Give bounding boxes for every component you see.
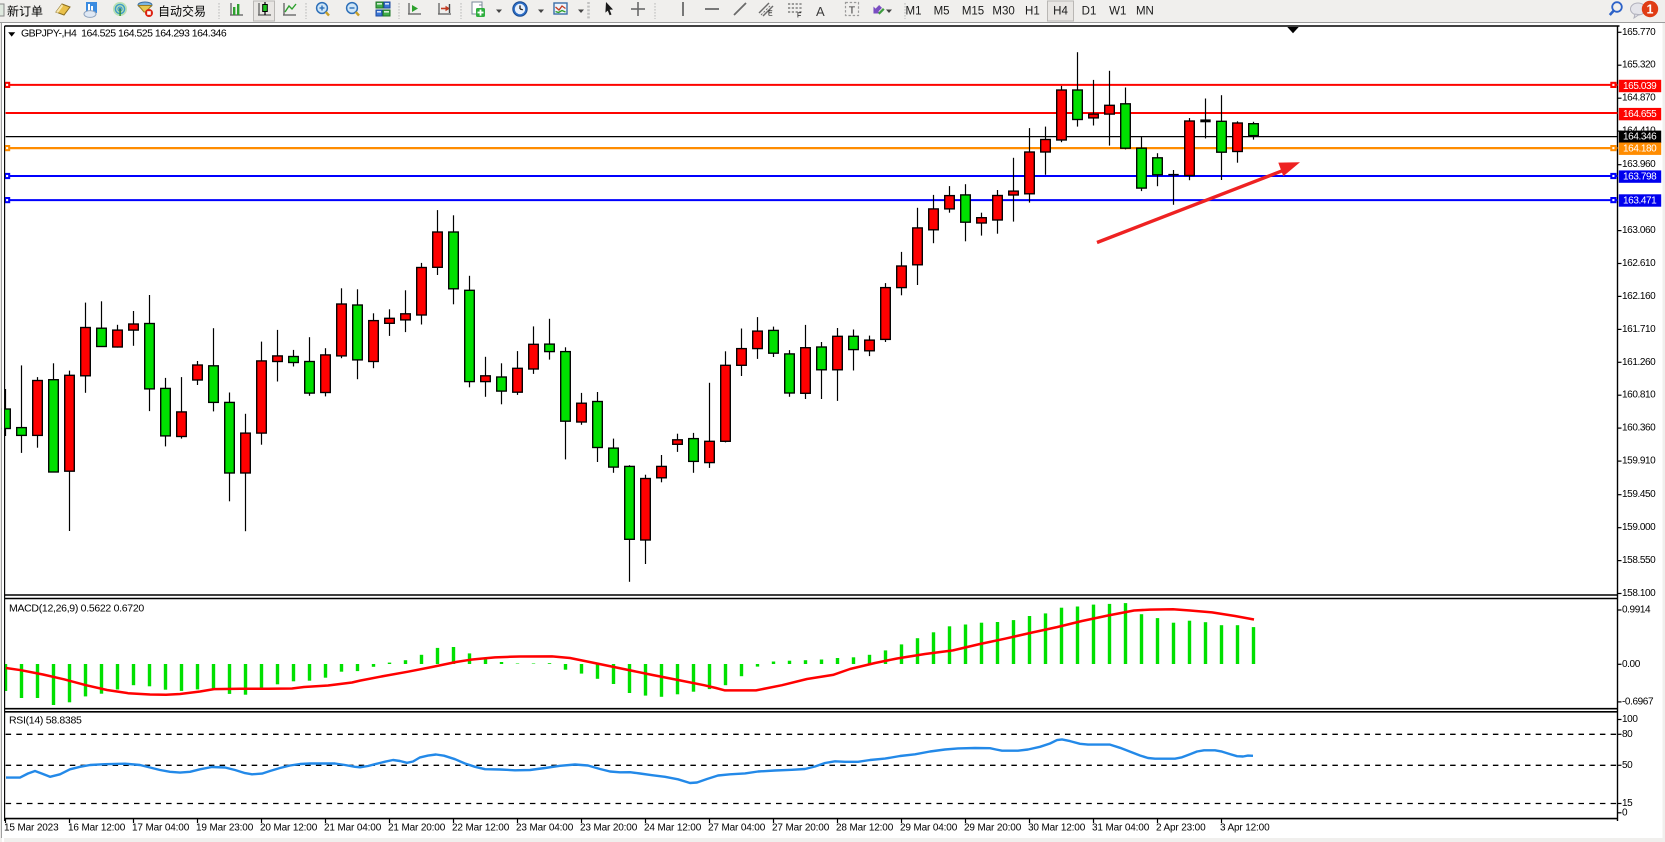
svg-text:163.960: 163.960 <box>1622 159 1656 170</box>
svg-text:RSI(14) 58.8385: RSI(14) 58.8385 <box>9 715 82 727</box>
svg-text:163.798: 163.798 <box>1623 171 1657 182</box>
svg-text:15 Mar 2023: 15 Mar 2023 <box>4 823 59 834</box>
svg-text:MACD(12,26,9) 0.5622 0.6720: MACD(12,26,9) 0.5622 0.6720 <box>9 603 144 615</box>
svg-text:16 Mar 12:00: 16 Mar 12:00 <box>68 823 126 834</box>
svg-text:162.160: 162.160 <box>1622 291 1656 302</box>
svg-text:161.710: 161.710 <box>1622 324 1656 335</box>
svg-text:24 Mar 12:00: 24 Mar 12:00 <box>644 823 702 834</box>
svg-text:162.610: 162.610 <box>1622 258 1656 269</box>
svg-text:20 Mar 12:00: 20 Mar 12:00 <box>260 823 318 834</box>
svg-text:165.039: 165.039 <box>1623 81 1657 92</box>
svg-text:100: 100 <box>1622 714 1638 725</box>
svg-text:1: 1 <box>1647 3 1654 17</box>
svg-text:159.910: 159.910 <box>1622 456 1656 467</box>
svg-text:GBPJPY-,H4 164.525 164.525 16: GBPJPY-,H4 164.525 164.525 164.293 164.3… <box>21 28 227 40</box>
svg-text:15: 15 <box>1622 798 1633 809</box>
svg-text:0: 0 <box>1622 807 1628 818</box>
svg-text:H1: H1 <box>1025 6 1040 18</box>
svg-text:165.320: 165.320 <box>1622 60 1656 71</box>
svg-text:23 Mar 20:00: 23 Mar 20:00 <box>580 823 638 834</box>
svg-text:27 Mar 04:00: 27 Mar 04:00 <box>708 823 766 834</box>
svg-text:A: A <box>816 4 825 19</box>
svg-text:31 Mar 04:00: 31 Mar 04:00 <box>1092 823 1150 834</box>
svg-text:164.346: 164.346 <box>1623 132 1657 143</box>
svg-text:160.360: 160.360 <box>1622 423 1656 434</box>
svg-text:0.9914: 0.9914 <box>1622 605 1651 616</box>
svg-text:F: F <box>797 13 801 20</box>
svg-text:28 Mar 12:00: 28 Mar 12:00 <box>836 823 894 834</box>
svg-text:21 Mar 04:00: 21 Mar 04:00 <box>324 823 382 834</box>
svg-text:164.655: 164.655 <box>1623 109 1657 120</box>
svg-text:W1: W1 <box>1109 6 1126 18</box>
svg-text:E: E <box>768 11 773 18</box>
svg-text:19 Mar 23:00: 19 Mar 23:00 <box>196 823 254 834</box>
svg-text:3 Apr 12:00: 3 Apr 12:00 <box>1220 823 1270 834</box>
svg-text:159.000: 159.000 <box>1622 522 1656 533</box>
svg-text:22 Mar 12:00: 22 Mar 12:00 <box>452 823 510 834</box>
svg-text:-0.6967: -0.6967 <box>1622 696 1654 707</box>
svg-text:T: T <box>849 4 856 16</box>
svg-text:M5: M5 <box>934 6 950 18</box>
svg-text:M1: M1 <box>906 6 922 18</box>
svg-text:27 Mar 20:00: 27 Mar 20:00 <box>772 823 830 834</box>
svg-text:158.550: 158.550 <box>1622 555 1656 566</box>
svg-text:17 Mar 04:00: 17 Mar 04:00 <box>132 823 190 834</box>
svg-text:164.180: 164.180 <box>1623 144 1657 155</box>
svg-text:164.870: 164.870 <box>1622 93 1656 104</box>
svg-text:21 Mar 20:00: 21 Mar 20:00 <box>388 823 446 834</box>
svg-text:M15: M15 <box>962 6 984 18</box>
svg-text:H4: H4 <box>1053 6 1068 18</box>
svg-text:159.450: 159.450 <box>1622 489 1656 500</box>
svg-text:自动交易: 自动交易 <box>158 4 206 19</box>
svg-text:80: 80 <box>1622 729 1633 740</box>
svg-text:MN: MN <box>1136 6 1154 18</box>
svg-text:新订单: 新订单 <box>7 4 43 19</box>
svg-text:163.471: 163.471 <box>1623 195 1657 206</box>
svg-text:0.00: 0.00 <box>1622 659 1641 670</box>
svg-text:161.260: 161.260 <box>1622 357 1656 368</box>
svg-text:163.060: 163.060 <box>1622 225 1656 236</box>
svg-text:29 Mar 20:00: 29 Mar 20:00 <box>964 823 1022 834</box>
svg-text:50: 50 <box>1622 760 1633 771</box>
svg-text:29 Mar 04:00: 29 Mar 04:00 <box>900 823 958 834</box>
svg-text:30 Mar 12:00: 30 Mar 12:00 <box>1028 823 1086 834</box>
svg-text:158.100: 158.100 <box>1622 588 1656 599</box>
svg-text:2 Apr 23:00: 2 Apr 23:00 <box>1156 823 1206 834</box>
svg-text:M30: M30 <box>992 6 1014 18</box>
svg-text:D1: D1 <box>1082 6 1097 18</box>
svg-text:165.770: 165.770 <box>1622 27 1656 38</box>
svg-text:160.810: 160.810 <box>1622 390 1656 401</box>
svg-text:23 Mar 04:00: 23 Mar 04:00 <box>516 823 574 834</box>
